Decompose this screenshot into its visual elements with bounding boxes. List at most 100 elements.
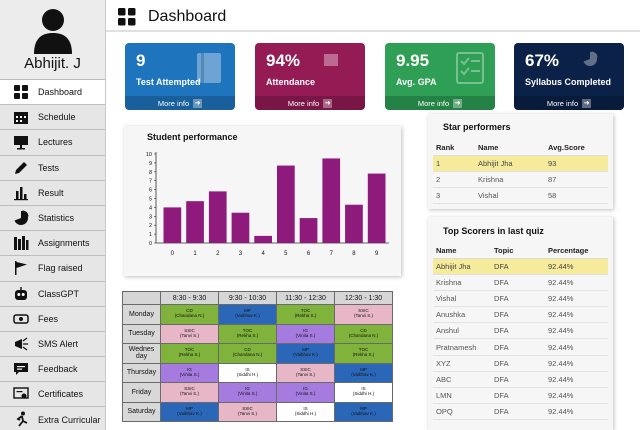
subject-code: IG bbox=[245, 386, 250, 392]
timetable-slot[interactable]: IG (Vinita S.) bbox=[276, 323, 335, 344]
teacher-name: (Siddhi H.) bbox=[352, 391, 375, 397]
more-info-link[interactable]: More info ➜ bbox=[514, 96, 624, 110]
subject-code: SSIC bbox=[184, 327, 195, 333]
sidebar-item-result[interactable]: Result bbox=[0, 180, 105, 206]
sidebar-item-dashboard[interactable]: Dashboard bbox=[0, 80, 105, 106]
sidebar-item-feedback[interactable]: Feedback bbox=[0, 357, 105, 383]
timetable-slot[interactable]: IG (Vinita S.) bbox=[218, 382, 277, 403]
more-info-link[interactable]: More info ➜ bbox=[125, 96, 235, 110]
time-slot-header: 8:30 - 9:30 bbox=[160, 291, 219, 305]
timetable-slot[interactable]: IG (Vinita S.) bbox=[160, 362, 219, 383]
sidebar-item-label: Dashboard bbox=[38, 87, 83, 98]
table-cell: DFA bbox=[491, 274, 545, 291]
x-tick-label: 2 bbox=[216, 251, 220, 257]
sidebar-item-schedule[interactable]: Schedule bbox=[0, 105, 105, 131]
y-tick-label: 8 bbox=[149, 170, 152, 176]
top-scorers-panel: Top Scorers in last quiz Name Topic Percen… bbox=[428, 217, 613, 430]
timetable-slot[interactable]: TOC (Rekha S.) bbox=[218, 323, 277, 344]
column-header: Avg.Score bbox=[545, 140, 608, 156]
timetable-slot[interactable]: CD (Chandana N.) bbox=[160, 304, 219, 325]
table-row: 1 Abhijit Jha 93 bbox=[433, 155, 608, 172]
timetable-slot[interactable]: SSIC (Tanvi S.) bbox=[160, 323, 219, 344]
timetable-header-row: 8:30 - 9:30 9:30 - 10:30 11:30 - 12:30 12:3… bbox=[122, 291, 393, 305]
subject-code: MP bbox=[186, 405, 193, 411]
table-cell: 93 bbox=[545, 155, 608, 172]
table-cell: 92.44% bbox=[545, 338, 608, 356]
y-tick-label: 5 bbox=[149, 197, 152, 203]
sidebar-item-assignments[interactable]: Assignments bbox=[0, 231, 105, 257]
sidebar-item-label: Extra Curricular bbox=[38, 414, 101, 425]
sidebar-item-flag-raised[interactable]: Flag raised bbox=[0, 256, 105, 282]
timetable-slot[interactable]: TOC (Rekha S.) bbox=[334, 343, 393, 364]
timetable-slot[interactable]: IG (Vinita S.) bbox=[276, 382, 335, 403]
sidebar-item-certificates[interactable]: Certificates bbox=[0, 382, 105, 408]
sidebar-item-tests[interactable]: Tests bbox=[0, 155, 105, 181]
sidebar-item-statistics[interactable]: Statistics bbox=[0, 205, 105, 232]
teacher-name: (Vaibhav K.) bbox=[235, 313, 260, 319]
column-header: Rank bbox=[433, 140, 475, 156]
sidebar-item-lectures[interactable]: Lectures bbox=[0, 130, 105, 156]
teacher-name: (Tanvi S.) bbox=[179, 391, 199, 397]
timetable-slot[interactable]: SSIC (Tanvi S.) bbox=[276, 362, 335, 383]
pie-chart-icon bbox=[583, 51, 598, 66]
robot-icon bbox=[12, 286, 30, 302]
timetable-slot[interactable]: IS (Siddhi H.) bbox=[276, 401, 335, 422]
x-tick-label: 4 bbox=[261, 251, 265, 257]
teacher-name: (Tanvi S.) bbox=[295, 371, 315, 377]
timetable-slot[interactable]: MP (Vaibhav K.) bbox=[276, 343, 335, 364]
y-tick-label: 2 bbox=[149, 223, 152, 229]
sidebar: Abhijit. J Dashboard Schedule Lectures Test… bbox=[0, 0, 106, 430]
timetable-slot[interactable]: MP (Vaibhav K.) bbox=[334, 401, 393, 422]
subject-code: TOC bbox=[358, 347, 369, 353]
sidebar-item-sms-alert[interactable]: SMS Alert bbox=[0, 331, 105, 358]
timetable: 8:30 - 9:30 9:30 - 10:30 11:30 - 12:30 12:3… bbox=[122, 291, 393, 422]
table-cell: Abhijit Jha bbox=[475, 155, 545, 172]
timetable-slot[interactable]: SSIC (Tanvi S.) bbox=[334, 304, 393, 325]
sidebar-item-label: ClassGPT bbox=[38, 288, 80, 299]
table-cell: Vishal bbox=[475, 187, 545, 205]
sidebar-item-fees[interactable]: Fees bbox=[0, 306, 105, 332]
sidebar-item-label: Fees bbox=[38, 313, 59, 324]
table-cell: 92.44% bbox=[545, 290, 608, 308]
subject-code: MP bbox=[360, 366, 367, 372]
bar-1 bbox=[186, 201, 204, 243]
subject-code: IS bbox=[303, 405, 308, 411]
arrow-right-icon: ➜ bbox=[193, 98, 203, 108]
table-cell: ABC bbox=[433, 371, 491, 389]
sidebar-item-label: Assignments bbox=[38, 238, 90, 249]
stat-value: 9 bbox=[136, 51, 146, 70]
sidebar-item-extra-curricular[interactable]: Extra Curricular bbox=[0, 407, 105, 430]
table-header-row: Rank Name Avg.Score bbox=[433, 140, 608, 156]
table-row: Krishna DFA 92.44% bbox=[433, 274, 608, 291]
timetable-slot[interactable]: IS (Siddhi H.) bbox=[218, 362, 277, 383]
dashboard-icon bbox=[118, 8, 136, 26]
timetable-slot[interactable]: CD (Chandana N.) bbox=[218, 343, 277, 364]
subject-code: IG bbox=[303, 386, 308, 392]
stat-value: 9.95 bbox=[396, 51, 430, 70]
teacher-name: (Tanvi S.) bbox=[353, 313, 373, 319]
timetable-slot[interactable]: MP (Vaibhav K.) bbox=[160, 401, 219, 422]
calendar-icon bbox=[324, 54, 338, 66]
subject-code: CD bbox=[244, 347, 251, 353]
timetable-slot[interactable]: MP (Vaibhav K.) bbox=[334, 362, 393, 383]
dashboard-icon bbox=[12, 84, 30, 100]
column-header: Name bbox=[433, 243, 491, 259]
timetable-slot[interactable]: SSIC (Tanvi S.) bbox=[218, 401, 277, 422]
table-cell: LMN bbox=[433, 387, 491, 405]
more-info-link[interactable]: More info ➜ bbox=[255, 96, 365, 110]
sidebar-item-classgpt[interactable]: ClassGPT bbox=[0, 281, 105, 307]
sidebar-item-label: Schedule bbox=[38, 112, 76, 123]
y-tick-label: 0 bbox=[149, 241, 152, 247]
timetable-slot[interactable]: TOC (Rekha S.) bbox=[276, 304, 335, 325]
timetable-slot[interactable]: TOC (Rekha S.) bbox=[160, 343, 219, 364]
timetable-slot[interactable]: SSIC (Tanvi S.) bbox=[160, 382, 219, 403]
more-info-link[interactable]: More info ➜ bbox=[385, 96, 495, 110]
timetable-slot[interactable]: IS (Siddhi H.) bbox=[334, 382, 393, 403]
timetable-row: Saturday MP (Vaibhav K.) SSIC (Tanvi S.) IS (S… bbox=[122, 401, 393, 422]
timetable-slot[interactable]: MP (Vaibhav K.) bbox=[218, 304, 277, 325]
stat-value: 94% bbox=[266, 51, 301, 70]
y-tick-label: 10 bbox=[146, 152, 152, 158]
timetable-slot[interactable]: CD (Chandana N.) bbox=[334, 323, 393, 344]
performance-title: Student performance bbox=[147, 132, 238, 142]
sidebar-item-label: Lectures bbox=[38, 137, 73, 148]
